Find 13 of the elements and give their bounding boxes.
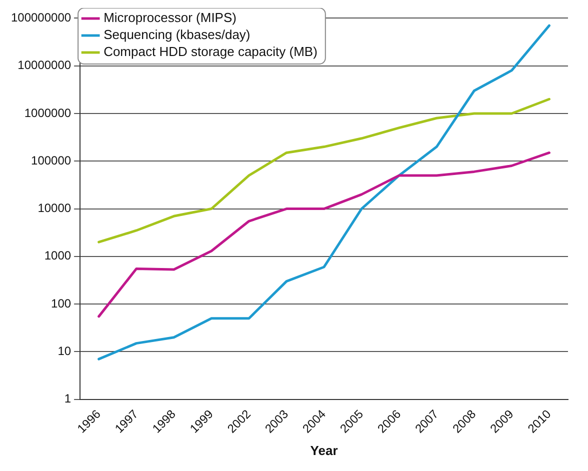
y-tick-label: 1: [64, 392, 72, 406]
legend-label: Microprocessor (MIPS): [104, 10, 236, 26]
y-tick-label: 10: [58, 344, 72, 358]
legend-label: Sequencing (kbases/day): [104, 27, 250, 42]
y-tick-label: 100000: [31, 153, 72, 168]
y-tick-label: 1000: [44, 248, 72, 263]
y-tick-label: 10000000: [18, 58, 72, 72]
y-tick-label: 100: [51, 296, 72, 310]
y-tick-label: 100000000: [10, 10, 72, 25]
y-tick-label: 10000: [38, 201, 72, 216]
y-tick-label: 1000000: [24, 106, 72, 120]
x-axis-title: Year: [310, 442, 338, 458]
legend-label: Compact HDD storage capacity (MB): [104, 44, 318, 60]
